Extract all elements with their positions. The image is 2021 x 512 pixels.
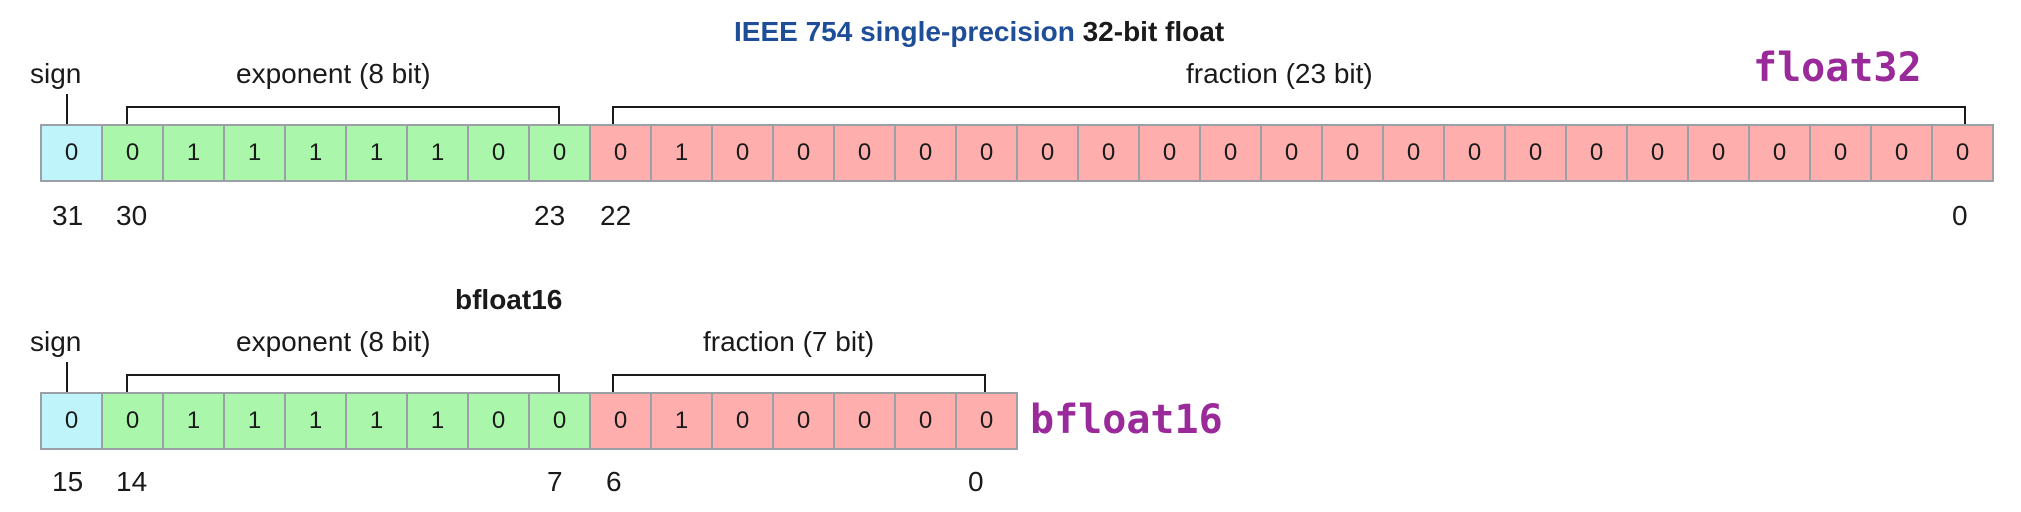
f32-sign-bit: 0 xyxy=(42,126,103,180)
title-rest: 32-bit float xyxy=(1082,16,1225,47)
f32-bitnum-exp-start: 30 xyxy=(116,200,148,231)
f32-fraction-bit: 0 xyxy=(957,126,1018,180)
bf16-fraction-bit: 0 xyxy=(957,394,1018,448)
f32-exponent-bit: 0 xyxy=(469,126,530,180)
f32-fraction-bit: 0 xyxy=(1018,126,1079,180)
f32-fraction-bit: 0 xyxy=(1628,126,1689,180)
f32-fraction-bit: 0 xyxy=(835,126,896,180)
f32-fraction-bit: 0 xyxy=(1140,126,1201,180)
f32-fraction-bit: 0 xyxy=(1933,126,1994,180)
f32-bitnum-exp-end: 23 xyxy=(534,200,566,231)
f32-exponent-bit: 1 xyxy=(225,126,286,180)
bfloat16-tag: bfloat16 xyxy=(1030,397,1223,443)
bf16-exponent-bit: 1 xyxy=(286,394,347,448)
f32-fraction-bit: 0 xyxy=(1262,126,1323,180)
f32-exponent-bit: 0 xyxy=(103,126,164,180)
bfloat16-title: bfloat16 xyxy=(455,284,563,315)
f32-fraction-label: fraction (23 bit) xyxy=(1186,58,1373,89)
f32-fraction-bit: 0 xyxy=(591,126,652,180)
f32-fraction-bit: 0 xyxy=(774,126,835,180)
title-highlight: IEEE 754 single-precision xyxy=(734,16,1075,47)
f32-fraction-bit: 0 xyxy=(896,126,957,180)
bf16-sign-bit: 0 xyxy=(42,394,103,448)
f32-exponent-bit: 1 xyxy=(347,126,408,180)
f32-fraction-bit: 0 xyxy=(1445,126,1506,180)
bf16-exponent-bit: 0 xyxy=(469,394,530,448)
f32-bitnum-sign: 31 xyxy=(52,200,84,231)
f32-exponent-bit: 1 xyxy=(408,126,469,180)
float32-title: IEEE 754 single-precision 32-bit float xyxy=(734,18,1224,46)
bf16-exponent-bit: 0 xyxy=(530,394,591,448)
bf16-exponent-bit: 1 xyxy=(225,394,286,448)
bf16-bitnum-exp-end: 7 xyxy=(547,466,563,497)
bf16-fraction-bit: 1 xyxy=(652,394,713,448)
f32-fraction-bit: 0 xyxy=(1567,126,1628,180)
f32-exponent-bit: 0 xyxy=(530,126,591,180)
bf16-fraction-bit: 0 xyxy=(835,394,896,448)
f32-exponent-bit: 1 xyxy=(286,126,347,180)
bf16-fraction-bit: 0 xyxy=(896,394,957,448)
bf16-exponent-bit: 1 xyxy=(347,394,408,448)
f32-fraction-bit: 0 xyxy=(1323,126,1384,180)
bf16-fraction-bit: 0 xyxy=(591,394,652,448)
bf16-bitnum-sign: 15 xyxy=(52,466,84,497)
f32-exponent-bracket xyxy=(126,106,560,126)
f32-sign-tick xyxy=(66,94,68,126)
bf16-bitnum-frac-end: 0 xyxy=(968,466,984,497)
float32-tag: float32 xyxy=(1753,45,1922,91)
f32-fraction-bit: 0 xyxy=(1689,126,1750,180)
f32-bitnum-frac-end: 0 xyxy=(1952,200,1968,231)
f32-fraction-bit: 0 xyxy=(1811,126,1872,180)
bf16-exponent-bracket xyxy=(126,374,560,394)
f32-fraction-bit: 0 xyxy=(1201,126,1262,180)
bf16-fraction-bit: 0 xyxy=(774,394,835,448)
bf16-exponent-bit: 1 xyxy=(408,394,469,448)
bf16-exponent-bit: 0 xyxy=(103,394,164,448)
f32-exponent-label: exponent (8 bit) xyxy=(236,58,431,89)
f32-sign-label: sign xyxy=(30,58,82,89)
bf16-bitnum-exp-start: 14 xyxy=(116,466,148,497)
f32-fraction-bit: 0 xyxy=(1872,126,1933,180)
bf16-exponent-label: exponent (8 bit) xyxy=(236,326,431,357)
f32-fraction-bit: 0 xyxy=(1079,126,1140,180)
f32-fraction-bracket xyxy=(612,106,1966,126)
f32-fraction-bit: 0 xyxy=(1506,126,1567,180)
bf16-exponent-bit: 1 xyxy=(164,394,225,448)
f32-fraction-bit: 0 xyxy=(1384,126,1445,180)
f32-fraction-bit: 0 xyxy=(713,126,774,180)
bf16-sign-tick xyxy=(66,362,68,394)
f32-exponent-bit: 1 xyxy=(164,126,225,180)
f32-fraction-bit: 0 xyxy=(1750,126,1811,180)
bf16-fraction-label: fraction (7 bit) xyxy=(703,326,875,357)
bf16-bitnum-frac-start: 6 xyxy=(606,466,622,497)
f32-bitnum-frac-start: 22 xyxy=(600,200,632,231)
bf16-fraction-bracket xyxy=(612,374,986,394)
bf16-sign-label: sign xyxy=(30,326,82,357)
f32-fraction-bit: 1 xyxy=(652,126,713,180)
bf16-fraction-bit: 0 xyxy=(713,394,774,448)
